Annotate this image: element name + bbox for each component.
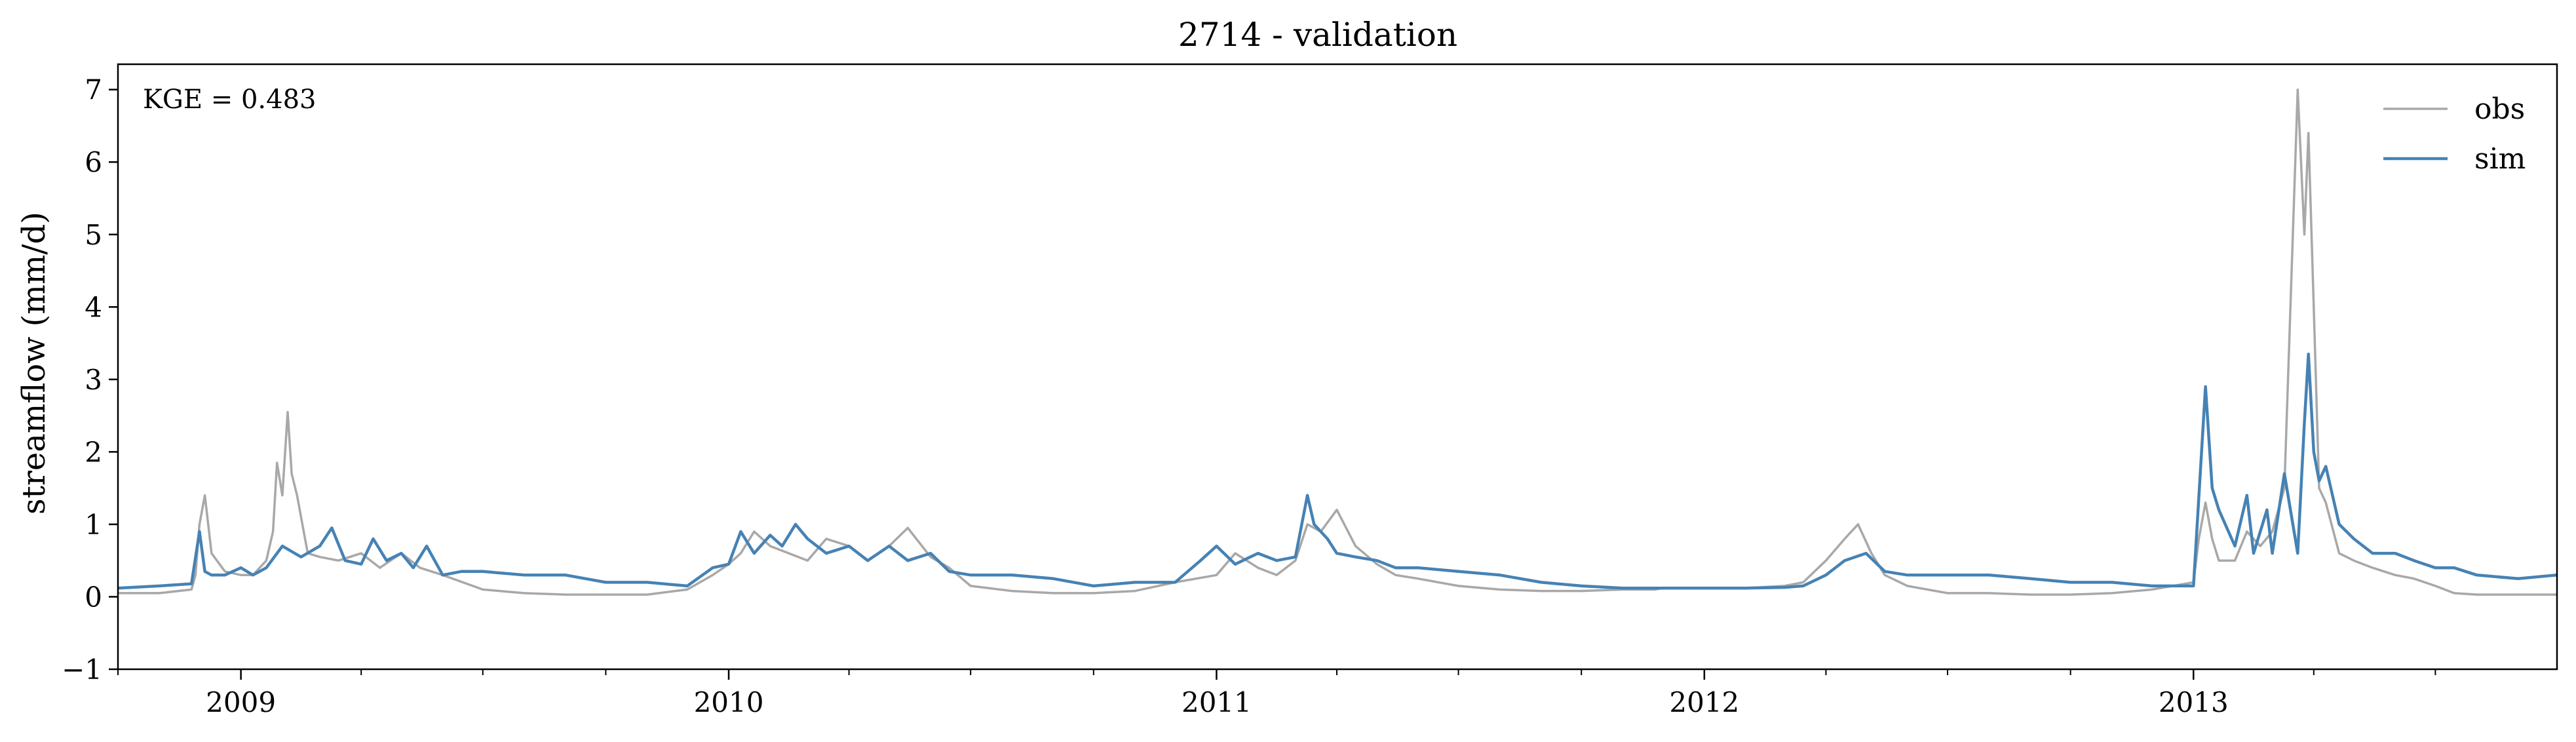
y-tick-label: 2	[85, 436, 102, 468]
y-tick-label: −1	[62, 654, 102, 686]
series-line-obs	[118, 88, 2557, 596]
y-tick-label: 3	[85, 364, 102, 396]
x-tick-label: 2009	[206, 686, 276, 718]
series-layer	[117, 88, 2558, 596]
x-tick-label: 2012	[1669, 686, 1739, 718]
y-axis: −1 0 1 2 3 4 5 6 7	[62, 74, 118, 686]
chart-title: 2714 - validation	[1178, 16, 1457, 54]
legend-label-sim: sim	[2474, 142, 2526, 176]
x-tick-label: 2011	[1182, 686, 1252, 718]
y-tick-label: 7	[85, 74, 102, 106]
y-tick-label: 5	[85, 219, 102, 251]
legend: obs sim	[2383, 92, 2526, 176]
kge-annotation: KGE = 0.483	[143, 85, 317, 115]
plot-frame	[117, 63, 2558, 671]
y-tick-label: 6	[85, 146, 102, 178]
y-tick-label: 0	[85, 581, 102, 613]
y-tick-label: 1	[85, 509, 102, 541]
y-tick-label: 4	[85, 291, 102, 323]
legend-label-obs: obs	[2474, 92, 2525, 126]
y-axis-label: streamflow (mm/d)	[16, 212, 52, 515]
x-axis: 2009 2010 2011 2012 2013	[117, 669, 2436, 718]
x-tick-label: 2010	[694, 686, 764, 718]
series-line-sim	[117, 352, 2558, 590]
x-tick-label: 2013	[2159, 686, 2229, 718]
